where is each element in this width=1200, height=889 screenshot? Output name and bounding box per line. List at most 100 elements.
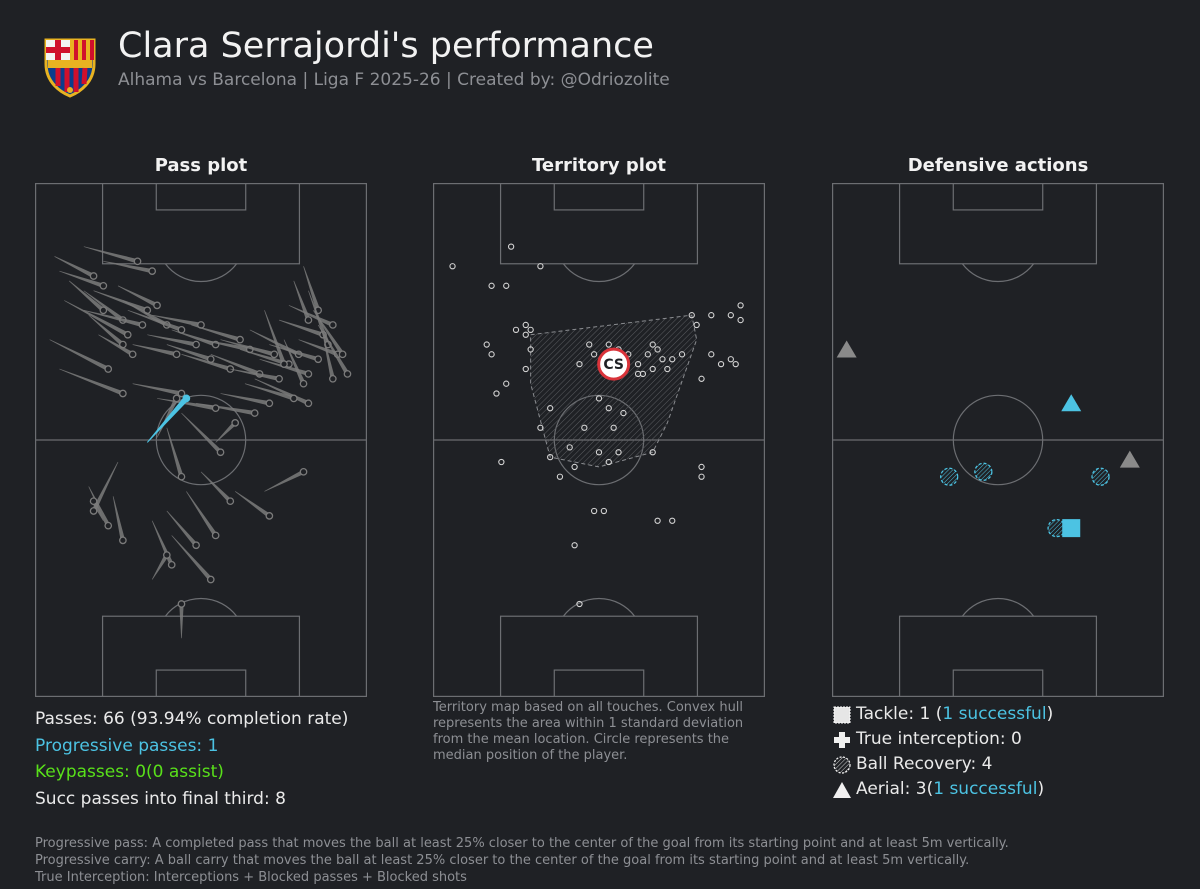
- touch-point-36: [708, 351, 715, 358]
- touch-point-32: [708, 312, 715, 319]
- pass-line-5: [64, 300, 129, 337]
- pass-end-6: [104, 365, 113, 373]
- aerial-marker-0: [836, 340, 857, 358]
- pass-line-52: [166, 510, 198, 547]
- touch-point-38: [727, 356, 734, 363]
- touch-point-54: [605, 458, 612, 466]
- recovery-marker-4: [940, 467, 959, 486]
- aerial-suffix: ): [1037, 779, 1045, 799]
- aerial-success: 1 successful: [933, 779, 1038, 799]
- touch-point-42: [610, 424, 617, 431]
- touch-point-47: [537, 424, 544, 431]
- pass-end-62: [89, 497, 98, 506]
- top-penalty-arc: [961, 263, 1035, 283]
- touch-point-40: [698, 375, 705, 382]
- touch-point-66: [576, 600, 583, 608]
- touch-point-35: [737, 316, 744, 324]
- bottom-penalty-box: [101, 615, 301, 697]
- pass-line-7: [59, 368, 124, 396]
- pass-line-55: [91, 461, 119, 512]
- territory-note: Territory map based on all touches. Conv…: [433, 700, 744, 763]
- interception-label: True interception: 0: [856, 729, 1022, 749]
- touch-point-50: [566, 444, 573, 451]
- recovery-marker-3: [974, 462, 993, 481]
- top-penalty-arc: [562, 263, 636, 283]
- pass-end-32: [328, 321, 337, 329]
- pass-end-50: [226, 497, 235, 506]
- pass-end-1: [99, 281, 108, 290]
- touch-point-44: [595, 395, 603, 402]
- aerial-marker-2: [1119, 450, 1140, 468]
- pass-end-51: [211, 531, 220, 540]
- touch-point-4: [503, 282, 510, 289]
- centre-circle: [952, 394, 1044, 486]
- pitch-lines: [832, 183, 1164, 697]
- tackle-square-icon: [833, 706, 851, 723]
- touch-point-28: [634, 370, 642, 378]
- touch-point-6: [512, 326, 520, 334]
- touch-point-48: [503, 380, 510, 387]
- pass-line-39: [264, 310, 287, 365]
- pass-line-1: [59, 270, 105, 288]
- touch-point-55: [547, 453, 554, 461]
- pass-line-61: [215, 421, 237, 443]
- touch-point-13: [586, 341, 593, 348]
- pass-end-37: [338, 350, 347, 359]
- pass-line-46: [157, 398, 217, 411]
- aerial-marker-1: [1061, 394, 1082, 412]
- touch-point-59: [698, 463, 705, 471]
- pass-end-47: [177, 389, 186, 398]
- footer-true-interception: True Interception: Interceptions + Block…: [35, 870, 467, 885]
- pass-end-29: [304, 370, 313, 378]
- pass-line-6: [49, 339, 110, 371]
- pass-line-4: [83, 309, 143, 328]
- touch-point-29: [678, 351, 686, 358]
- touch-point-24: [649, 365, 656, 373]
- median-position-label: CS: [603, 357, 624, 373]
- pass-line-13: [103, 261, 153, 274]
- pass-line-44: [220, 393, 270, 406]
- bottom-penalty-arc: [562, 597, 636, 617]
- touch-point-53: [649, 449, 656, 456]
- pass-end-0: [89, 272, 98, 280]
- pass-line-0: [54, 256, 95, 278]
- touch-point-7: [488, 351, 495, 358]
- pass-end-46: [211, 404, 220, 413]
- touch-point-16: [605, 341, 612, 348]
- pass-line-34: [303, 266, 321, 311]
- pass-end-13: [148, 267, 157, 275]
- pass-end-16: [172, 350, 181, 359]
- pass-plot-title: Pass plot: [154, 155, 248, 176]
- legend-interception: True interception: 0: [832, 727, 1053, 752]
- pass-end-11: [128, 350, 137, 359]
- pass-line-35: [293, 280, 311, 321]
- pass-line-24: [210, 354, 261, 376]
- tackle-suffix: ): [1046, 704, 1054, 724]
- pass-end-48: [216, 448, 225, 457]
- interception-plus-icon: [834, 731, 850, 748]
- pass-line-11: [98, 334, 134, 357]
- footer-progressive-carry: Progressive carry: A ball carry that mov…: [35, 853, 970, 868]
- pass-end-22: [236, 335, 244, 344]
- touch-point-3: [488, 282, 495, 289]
- bottom-penalty-box: [898, 615, 1098, 697]
- convex-hull: [530, 314, 698, 468]
- touch-point-20: [654, 346, 661, 353]
- pass-end-30: [314, 355, 323, 364]
- pass-end-25: [270, 350, 279, 359]
- touch-point-63: [654, 517, 661, 524]
- pass-end-54: [206, 575, 215, 584]
- top-six-yard-box: [155, 183, 247, 211]
- pass-end-26: [275, 374, 283, 383]
- recovery-marker-5: [1091, 467, 1110, 486]
- defensive-actions-title: Defensive actions: [907, 155, 1089, 176]
- recovery-label: Ball Recovery: 4: [856, 754, 993, 774]
- pass-end-61: [231, 419, 240, 427]
- pass-line-17: [147, 334, 197, 347]
- touch-point-22: [634, 360, 642, 368]
- pass-end-60: [172, 394, 181, 403]
- pass-line-43: [244, 383, 295, 401]
- top-penalty-box: [101, 183, 301, 265]
- touch-point-21: [644, 351, 651, 358]
- pass-line-64: [179, 603, 184, 639]
